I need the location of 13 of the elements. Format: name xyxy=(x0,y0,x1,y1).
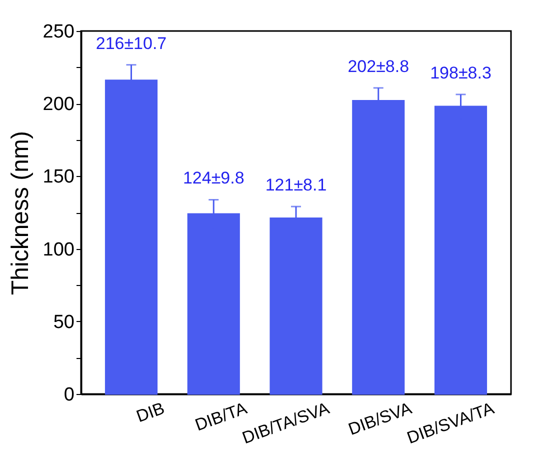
y-tick-label: 200 xyxy=(42,94,74,116)
y-tick-label: 50 xyxy=(53,312,74,333)
data-label: 121±8.1 xyxy=(265,176,327,195)
y-tick-label: 0 xyxy=(64,384,74,406)
y-tick-label: 250 xyxy=(42,22,74,42)
data-label: 198±8.3 xyxy=(430,63,492,82)
data-label: 124±9.8 xyxy=(182,168,244,188)
y-tick-label: 100 xyxy=(42,239,74,260)
y-tick-label: 150 xyxy=(42,166,74,188)
data-label: 216±10.7 xyxy=(96,34,167,53)
data-label: 202±8.8 xyxy=(348,56,410,76)
x-tick-label: DIB xyxy=(134,398,168,426)
y-axis-title: Thickness (nm) xyxy=(6,130,34,296)
